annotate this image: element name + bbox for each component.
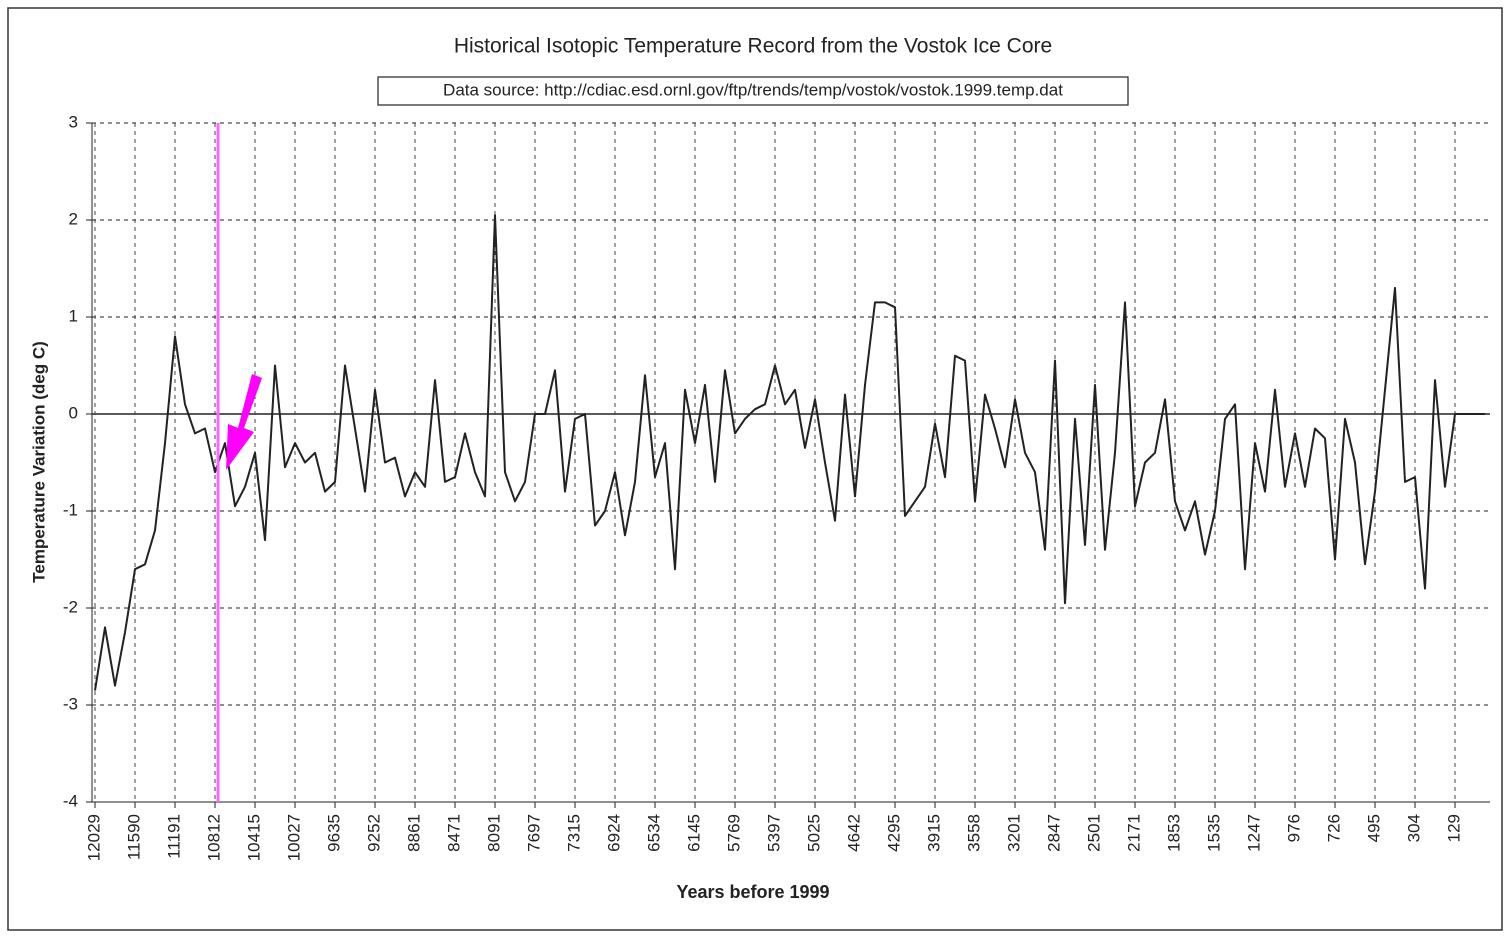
chart-title: Historical Isotopic Temperature Record f… xyxy=(454,35,1052,58)
x-tick-label: 3201 xyxy=(1004,814,1023,852)
x-tick-label: 5397 xyxy=(764,814,783,852)
y-tick-label: -2 xyxy=(63,597,78,616)
data-line xyxy=(94,214,1485,691)
x-tick-label: 3558 xyxy=(964,814,983,852)
x-tick-label: 726 xyxy=(1324,814,1343,842)
y-tick-label: 2 xyxy=(69,209,78,228)
x-tick-label: 8091 xyxy=(484,814,503,852)
x-tick-label: 304 xyxy=(1404,814,1423,842)
x-tick-label: 12029 xyxy=(84,814,103,861)
x-tick-label: 9635 xyxy=(324,814,343,852)
x-tick-label: 11590 xyxy=(124,814,143,860)
x-axis-label: Years before 1999 xyxy=(676,882,829,902)
x-tick-label: 8861 xyxy=(404,814,423,852)
y-tick-label: 0 xyxy=(69,403,78,422)
x-tick-label: 495 xyxy=(1364,814,1383,842)
subtitle-box xyxy=(377,76,1129,106)
y-tick-label: -3 xyxy=(63,694,78,713)
x-tick-label: 2847 xyxy=(1044,814,1063,852)
subtitle: Data source: http://cdiac.esd.ornl.gov/f… xyxy=(443,80,1063,99)
plot-background xyxy=(92,123,1490,802)
x-tick-label: 1535 xyxy=(1204,814,1223,852)
plot-area: -4 -3 -2 -1 0 1 2 3 12029 11590 11191 10812 10415 100… xyxy=(63,112,1490,861)
x-tick-label: 2171 xyxy=(1124,814,1143,852)
x-tick-label: 11191 xyxy=(164,814,183,859)
x-tick-label: 6534 xyxy=(644,814,663,852)
y-axis-label: Temperature Variation (deg C) xyxy=(29,341,48,583)
x-tick-label: 976 xyxy=(1284,814,1303,842)
x-tick-label: 5025 xyxy=(804,814,823,852)
x-tick-label: 6924 xyxy=(604,814,623,852)
x-tick-label: 7315 xyxy=(564,814,583,852)
x-tick-label: 10415 xyxy=(244,814,263,861)
x-tick-label: 5769 xyxy=(724,814,743,852)
x-tick-label: 4295 xyxy=(884,814,903,852)
x-tick-label: 129 xyxy=(1444,814,1463,842)
y-tick-label: -4 xyxy=(63,791,78,810)
y-tick-label: 1 xyxy=(69,306,78,325)
x-tick-label: 9252 xyxy=(364,814,383,852)
x-tick-label: 4642 xyxy=(844,814,863,852)
x-tick-label: 10027 xyxy=(284,814,303,861)
y-tick-label: -1 xyxy=(63,500,78,519)
y-tick-label: 3 xyxy=(69,112,78,131)
x-tick-label: 6145 xyxy=(684,814,703,852)
x-tick-label: 10812 xyxy=(204,814,223,861)
arrow xyxy=(226,374,262,470)
x-tick-label: 1247 xyxy=(1244,814,1263,852)
x-tick-label: 1853 xyxy=(1164,814,1183,852)
x-tick-label: 7697 xyxy=(524,814,543,852)
x-tick-label: 2501 xyxy=(1084,814,1103,852)
x-tick-label: 8471 xyxy=(444,814,463,852)
x-tick-label: 3915 xyxy=(924,814,943,852)
